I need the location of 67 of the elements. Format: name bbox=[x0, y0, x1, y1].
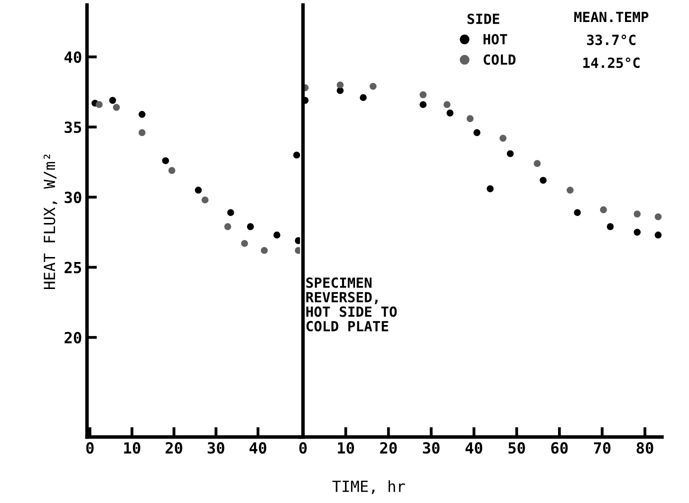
point bbox=[112, 104, 120, 111]
annotation: MEAN.TEMP bbox=[574, 12, 648, 22]
x-tick-label: 30 bbox=[208, 442, 224, 454]
x-tick-label: 80 bbox=[636, 442, 654, 454]
y-axis-title: HEAT FLUX, W/m² bbox=[44, 154, 58, 289]
x-tick-label: 20 bbox=[166, 442, 182, 454]
point bbox=[473, 129, 480, 136]
point bbox=[500, 134, 506, 142]
y-tick-label: 30 bbox=[64, 192, 82, 204]
point bbox=[138, 129, 146, 136]
point bbox=[654, 232, 662, 238]
point bbox=[654, 213, 662, 220]
point bbox=[194, 186, 202, 194]
point bbox=[634, 228, 641, 236]
x-tick-label: 70 bbox=[594, 442, 610, 454]
point bbox=[446, 110, 454, 116]
point bbox=[540, 176, 547, 184]
point bbox=[109, 96, 116, 104]
legend-title: SIDE bbox=[468, 14, 500, 24]
legend-label: COLD bbox=[484, 54, 516, 65]
point bbox=[227, 209, 234, 216]
point bbox=[486, 185, 494, 192]
point bbox=[420, 91, 427, 98]
x-tick-label: 40 bbox=[466, 442, 482, 454]
x-tick-label: 20 bbox=[380, 442, 397, 454]
point bbox=[606, 223, 614, 230]
point bbox=[138, 110, 146, 118]
point bbox=[260, 246, 268, 254]
x-tick-label: 40 bbox=[250, 442, 266, 454]
x-tick-label: 0 bbox=[299, 442, 307, 454]
point bbox=[293, 152, 300, 159]
annotation: 14.25°C bbox=[583, 58, 640, 68]
x-tick-label: 60 bbox=[551, 442, 568, 454]
point bbox=[370, 82, 377, 90]
annotation: 33.7°C bbox=[587, 34, 636, 46]
point bbox=[600, 206, 607, 214]
x-tick-label: 30 bbox=[422, 442, 440, 454]
point bbox=[506, 150, 514, 158]
point bbox=[420, 101, 427, 108]
x-tick-label: 50 bbox=[508, 442, 525, 454]
annotation: SPECIMEN REVERSED, HOT SIDE TO COLD PLATE bbox=[306, 277, 397, 332]
y-tick-label: 35 bbox=[64, 121, 82, 134]
y-tick-label: 25 bbox=[64, 262, 82, 274]
point bbox=[224, 223, 232, 230]
x-axis-title: TIME, hr bbox=[332, 480, 405, 494]
point bbox=[246, 223, 254, 230]
point bbox=[202, 196, 209, 204]
point bbox=[336, 87, 344, 94]
x-tick-label: 0 bbox=[86, 442, 94, 454]
point bbox=[574, 209, 581, 216]
point bbox=[534, 160, 541, 167]
point bbox=[444, 101, 450, 108]
point bbox=[168, 167, 176, 174]
point bbox=[273, 232, 280, 238]
point bbox=[634, 210, 641, 218]
point bbox=[336, 81, 344, 88]
point bbox=[466, 115, 474, 122]
point bbox=[241, 240, 248, 247]
legend-label: HOT bbox=[484, 34, 508, 44]
y-tick-label: 20 bbox=[64, 332, 82, 344]
point bbox=[162, 157, 170, 164]
point bbox=[96, 101, 103, 108]
x-tick-label: 10 bbox=[124, 442, 140, 454]
point bbox=[566, 186, 574, 194]
point bbox=[360, 94, 367, 102]
y-tick-label: 40 bbox=[64, 51, 82, 63]
x-tick-label: 10 bbox=[338, 442, 354, 454]
